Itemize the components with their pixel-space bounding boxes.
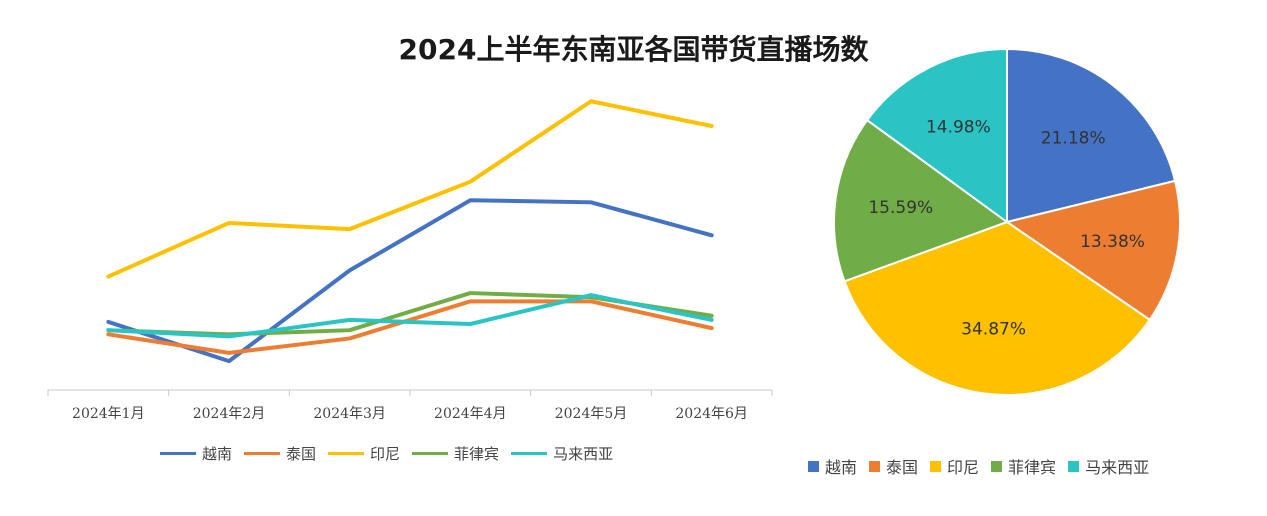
pie-slice — [1006, 47, 1177, 224]
legend-label: 泰国 — [886, 458, 919, 477]
legend-label: 越南 — [202, 445, 233, 463]
legend-square-swatch — [869, 460, 881, 472]
legend-label: 印尼 — [370, 445, 401, 463]
legend-label: 马来西亚 — [1085, 458, 1150, 477]
legend-item: 菲律宾 — [991, 454, 1056, 478]
series-line — [106, 293, 714, 339]
legend-item: 泰国 — [869, 454, 918, 478]
legend-line-swatch — [160, 452, 196, 455]
legend-square-swatch — [1068, 460, 1080, 472]
legend-line-swatch — [244, 452, 281, 455]
legend-square-swatch — [991, 460, 1003, 472]
series-line — [106, 99, 714, 279]
legend-label: 菲律宾 — [1008, 458, 1057, 477]
legend-label: 菲律宾 — [454, 445, 500, 463]
pie-chart: 21.18% 13.38% 34.87% 15.59% 14.98% — [833, 47, 1181, 396]
legend-line-swatch — [511, 452, 548, 455]
legend-line-swatch — [412, 452, 449, 455]
x-tick-label: 2024年4月 — [434, 406, 507, 422]
legend-label: 印尼 — [947, 458, 980, 477]
pie-slice — [1004, 179, 1181, 322]
x-tick-label: 2024年2月 — [193, 406, 266, 422]
pie-slice-label: 15.59% — [868, 198, 933, 218]
legend-item: 菲律宾 — [412, 443, 499, 464]
series-line — [106, 198, 714, 364]
series-line — [106, 299, 714, 355]
x-tick-label: 2024年6月 — [675, 406, 748, 422]
legend-line-swatch — [328, 452, 365, 455]
legend-item: 马来西亚 — [511, 443, 613, 464]
pie-chart-legend: 越南 泰国 印尼 菲律宾 马来西亚 — [808, 454, 1161, 478]
legend-item: 越南 — [808, 454, 857, 478]
legend-label: 泰国 — [286, 445, 317, 463]
pie-slice-label: 34.87% — [961, 319, 1026, 339]
legend-item: 印尼 — [328, 443, 400, 464]
pie-slice — [843, 220, 1152, 396]
legend-square-swatch — [930, 460, 942, 472]
x-tick-label: 2024年3月 — [313, 406, 386, 422]
x-tick-label: 2024年1月 — [72, 406, 145, 422]
pie-slice-label: 14.98% — [926, 117, 991, 137]
legend-label: 马来西亚 — [553, 445, 614, 463]
legend-item: 马来西亚 — [1068, 454, 1149, 478]
x-tick-label: 2024年5月 — [555, 406, 628, 422]
chart-title: 2024上半年东南亚各国带货直播场数 — [398, 33, 869, 66]
legend-item: 越南 — [160, 443, 232, 464]
pie-slice-label: 13.38% — [1080, 232, 1145, 252]
line-chart-legend: 越南 泰国 印尼 菲律宾 马来西亚 — [160, 443, 625, 464]
pie-slice — [865, 47, 1008, 224]
legend-item: 印尼 — [930, 454, 979, 478]
pie-slice-label: 21.18% — [1041, 129, 1106, 149]
legend-square-swatch — [808, 460, 819, 472]
legend-label: 越南 — [825, 458, 858, 477]
legend-item: 泰国 — [244, 443, 316, 464]
pie-slice — [833, 118, 1010, 283]
line-chart: 2024年1月 2024年2月 2024年3月 2024年4月 2024年5月 2024年… — [47, 99, 773, 422]
